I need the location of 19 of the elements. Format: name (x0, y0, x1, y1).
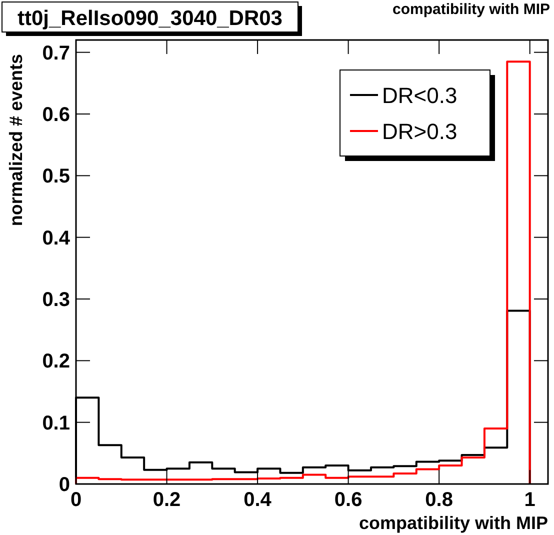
x-tick-label: 0.6 (334, 489, 362, 511)
y-axis-title: normalized # events (6, 54, 26, 226)
y-tick-label: 0.7 (42, 42, 70, 64)
y-tick-label: 0.2 (42, 350, 70, 373)
legend-label: DR<0.3 (382, 83, 458, 108)
chart-title: tt0j_RelIso090_3040_DR03 (17, 7, 283, 30)
x-axis-title: compatibility with MIP (358, 513, 548, 533)
text: compatibility with MIP (392, 1, 550, 18)
y-tick-label: 0.4 (42, 227, 71, 250)
y-tick-label: 0.3 (42, 289, 70, 311)
y-tick-label: 0.1 (42, 412, 70, 434)
x-tick-label: 1 (524, 489, 536, 511)
y-tick-label: 0.6 (42, 104, 70, 126)
legend-label: DR>0.3 (382, 119, 458, 144)
x-tick-label: 0.4 (244, 489, 272, 511)
x-tick-label: 0.2 (152, 489, 181, 511)
x-tick-label: 0.8 (425, 489, 453, 511)
y-tick-label: 0 (58, 474, 70, 496)
y-tick-label: 0.5 (42, 166, 70, 188)
